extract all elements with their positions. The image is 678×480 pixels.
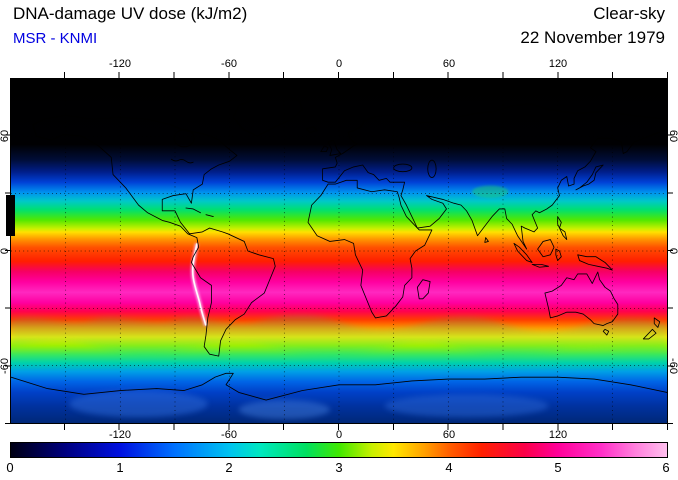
- lat-ticks-right: [668, 78, 673, 424]
- coastline-ireland: [320, 145, 329, 153]
- coastline-africa: [307, 179, 433, 319]
- coastline-eurasia: [322, 103, 667, 250]
- colorbar: [10, 442, 668, 458]
- antarctic-bright-patch: [238, 400, 330, 420]
- coastline-sulawesi: [555, 248, 562, 261]
- coastline-cuba: [185, 207, 201, 214]
- colorbar-label: 0: [6, 460, 14, 475]
- coastline-java: [531, 263, 549, 268]
- lon-label-top: 60: [442, 58, 456, 70]
- coastline-new-zealand-south: [642, 328, 657, 340]
- antarctic-bright-patch: [384, 394, 549, 418]
- coastline-hispaniola: [205, 214, 214, 218]
- coastlines: [11, 93, 667, 401]
- lon-label-top: 0: [335, 58, 343, 70]
- coastline-sumatra: [513, 242, 533, 263]
- coastline-new-zealand-north: [653, 317, 661, 328]
- lon-label-bottom: -120: [108, 429, 132, 441]
- coastline-black-sea: [393, 163, 413, 173]
- coastline-borneo: [537, 239, 555, 258]
- map-overlay-svg: [11, 79, 667, 423]
- coastline-americas: [32, 114, 276, 357]
- coastline-japan: [575, 164, 604, 191]
- lon-label-bottom: 120: [548, 429, 568, 441]
- sky-condition-label: Clear-sky: [593, 4, 665, 23]
- lon-label-top: 120: [548, 58, 568, 70]
- lon-label-bottom: 60: [442, 429, 456, 441]
- colorbar-label: 2: [225, 460, 233, 475]
- colorbar-label: 3: [335, 460, 343, 475]
- coastline-philippines: [557, 216, 568, 240]
- coastline-uk: [327, 139, 342, 156]
- coastline-iceland: [305, 126, 318, 133]
- gridlines-horizontal: [11, 135, 667, 367]
- tibet-high-uv-patch: [472, 185, 509, 198]
- lat-ticks-left: [5, 78, 10, 424]
- coastline-sri-lanka: [484, 237, 489, 243]
- lon-label-top: -60: [221, 58, 237, 70]
- lon-label-top: -120: [108, 58, 132, 70]
- world-map: [10, 78, 668, 424]
- coastline-madagascar: [416, 279, 431, 300]
- date-label: 22 November 1979: [520, 28, 665, 47]
- colorbar-label: 4: [445, 460, 453, 475]
- data-source-label: MSR - KNMI: [13, 30, 98, 47]
- coastline-caspian-sea: [427, 159, 437, 178]
- lon-label-bottom: 0: [335, 429, 343, 441]
- figure-title: DNA-damage UV dose (kJ/m2): [13, 4, 248, 23]
- left-edge-black-mark: [6, 195, 15, 236]
- colorbar-label: 6: [662, 460, 670, 475]
- lon-ticks-bottom: [10, 424, 668, 430]
- lon-ticks-top: [10, 72, 668, 78]
- coastline-australia: [544, 271, 619, 326]
- antarctic-bright-patch: [69, 390, 208, 418]
- southern-wave-band: [11, 315, 667, 358]
- coastline-tasmania: [602, 328, 610, 336]
- coastline-hudson-bay: [173, 129, 195, 148]
- coastline-antarctica: [11, 372, 667, 401]
- coastline-greenland: [232, 93, 303, 137]
- coastline-new-guinea: [577, 254, 613, 271]
- andes-uv-hotspot: [191, 243, 207, 326]
- colorbar-label: 1: [116, 460, 124, 475]
- lon-label-bottom: -60: [221, 429, 237, 441]
- colorbar-label: 5: [554, 460, 562, 475]
